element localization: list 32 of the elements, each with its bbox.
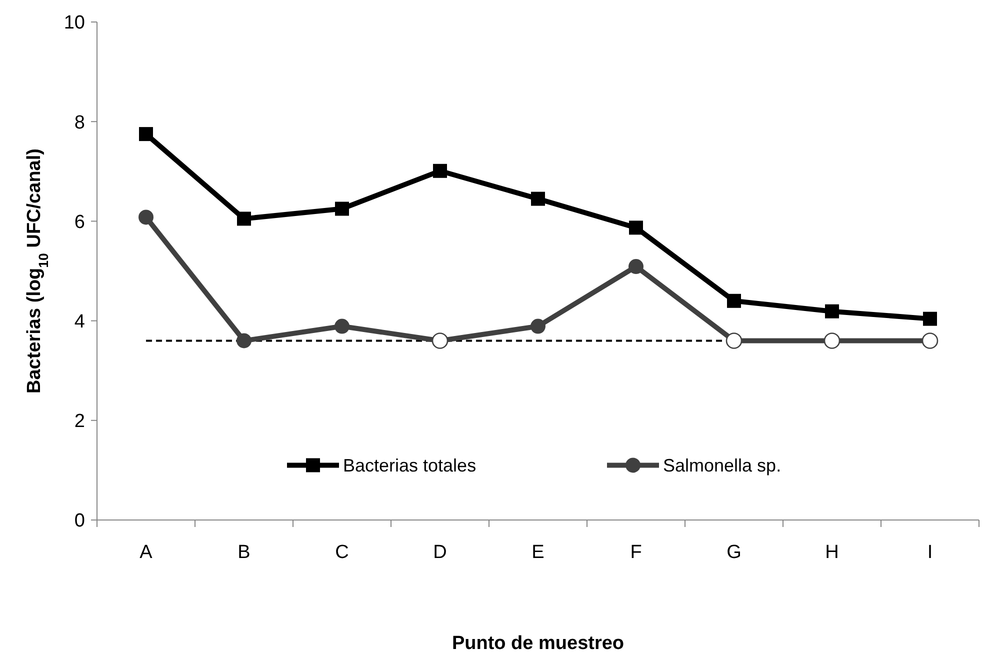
point [139, 127, 153, 142]
x-axis-title: Punto de muestreo [452, 633, 624, 654]
y-tick-label: 4 [74, 311, 86, 332]
point [629, 220, 643, 235]
point [628, 259, 644, 274]
point [531, 192, 545, 206]
x-tick-label: E [532, 542, 544, 563]
legend-label: Salmonella sp. [663, 456, 782, 476]
y-tick-label: 10 [64, 12, 85, 34]
point [530, 318, 546, 334]
point [334, 318, 350, 334]
x-tick-label: H [825, 542, 839, 563]
y-tick-label: 6 [74, 212, 85, 233]
y-tick-label: 8 [74, 112, 85, 134]
x-tick-label: G [726, 542, 742, 563]
x-tick-label: C [335, 542, 349, 563]
point [237, 212, 251, 226]
x-tick-label: I [927, 542, 933, 563]
point [433, 164, 447, 178]
x-tick-label: B [238, 542, 250, 563]
point [923, 312, 937, 326]
x-tick-label: A [140, 542, 153, 563]
y-tick-label: 0 [74, 510, 85, 532]
point [825, 304, 839, 318]
y-tick-label: 2 [74, 411, 85, 432]
point [236, 333, 252, 348]
legend-label: Bacterias totales [343, 456, 476, 476]
point [727, 294, 741, 308]
x-tick-label: F [630, 542, 642, 563]
x-tick-label: D [433, 542, 447, 563]
point [335, 202, 349, 216]
point [138, 210, 154, 225]
